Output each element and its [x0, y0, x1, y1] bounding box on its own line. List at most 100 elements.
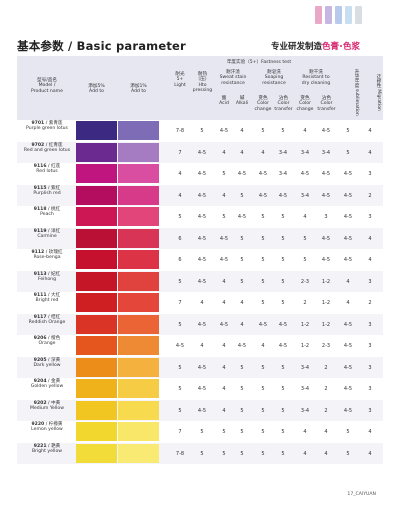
fastness-value: 4-5 — [197, 149, 207, 156]
fastness-value: 4-5 — [321, 192, 331, 199]
header-sublimation: 升华牢度 sublimation — [339, 68, 359, 116]
header-hto: 耐热 （压） Hto pressing — [192, 72, 213, 94]
product-name-cn: 深黄 — [51, 357, 61, 363]
table-header: 型号/品名 Model / Product name 添加5% Add to 添… — [17, 56, 383, 120]
product-code: 9118 / 桃红 — [33, 207, 61, 212]
fastness-value: 5 — [303, 257, 307, 263]
swatch-5-percent — [76, 314, 117, 334]
fastness-value: 4-5 — [321, 171, 331, 177]
product-code: 9202 / 中黄 — [33, 400, 61, 406]
fastness-value: 5 — [261, 214, 265, 220]
product-code-number: 9117 — [33, 314, 47, 320]
fastness-value: 4 — [222, 300, 226, 306]
header-soap-transfer-cn: 沾色 — [278, 96, 289, 101]
swatch-1-percent — [118, 142, 159, 162]
header-soap-cn: 耐皂洗 — [267, 70, 281, 75]
header-migration-cn: 迁移性 — [376, 73, 381, 88]
fastness-value: 4 — [222, 407, 226, 414]
product-name: 9221 / 艳黄 Bright yellow — [21, 444, 73, 455]
table-row: 9701 / 紫青莲 Purple green lotus 7-8 5 4-5 4 5 5 4 4… — [17, 120, 383, 142]
fastness-value: 4 — [303, 450, 307, 457]
header-dry-change: 变色 Color change — [295, 96, 315, 112]
product-name-en: Orange — [38, 341, 56, 347]
header-light: 耐光 5+ Light — [170, 72, 190, 88]
product-name-en: Bright yellow — [31, 448, 63, 454]
fastness-value: 4-5 — [343, 192, 353, 199]
fastness-value: 7 — [178, 149, 182, 156]
fastness-value: 5 — [240, 407, 244, 414]
swatch-1-percent — [118, 443, 159, 463]
fastness-value: 4 — [261, 149, 265, 156]
table-row: 9112 / 玫瑰红 Rose-benga 6 4-5 4-5 5 5 5 5 4-5 4-5 4 — [17, 249, 383, 271]
fastness-value: 4 — [222, 192, 226, 199]
fastness-value: 4-5 — [300, 171, 310, 177]
product-name: 9115 / 紫红 Purplish red — [21, 186, 73, 197]
fastness-value: 5 — [240, 278, 244, 285]
parameter-table: 型号/品名 Model / Product name 添加5% Add to 添… — [17, 56, 383, 464]
fastness-value: 2 — [368, 192, 372, 199]
product-code-number: 9119 — [33, 228, 47, 234]
fastness-value: 4 — [222, 343, 226, 349]
fastness-value: 4 — [178, 192, 182, 199]
table-row: 9111 / 大红 Bright red 7 4 4 4 5 5 2 1-2 4 2 — [17, 292, 383, 314]
product-code-number: 9112 — [31, 250, 45, 255]
product-code-number: 9220 — [31, 422, 45, 427]
fastness-value: 3-4 — [300, 192, 310, 199]
fastness-value: 5 — [346, 128, 350, 134]
fastness-value: 5 — [281, 257, 285, 263]
product-name-cn: 桔红 — [51, 314, 61, 320]
fastness-value: 4-5 — [197, 321, 207, 328]
product-code: 9221 / 艳黄 — [33, 443, 61, 449]
stripe — [315, 6, 322, 24]
fastness-value: 4-5 — [197, 407, 207, 414]
table-row: 9205 / 深黄 Dark yellow 5 4-5 4 5 5 5 3-4 2 4-5 3 — [17, 356, 383, 378]
swatch-5-percent — [76, 443, 117, 463]
fastness-value: 5 — [178, 321, 182, 328]
fastness-value: 5 — [281, 429, 285, 435]
page-footer: 17_CAIYUAN — [347, 492, 376, 497]
product-name-en: Red lotus — [36, 169, 58, 175]
header-alkali: 碱 Alkali — [233, 96, 251, 107]
header-hto-l2: （压） — [195, 77, 210, 83]
fastness-value: 4-5 — [197, 364, 207, 371]
swatch-1-percent — [118, 336, 159, 355]
header-soap-transfer: 沾色 Color transfer — [273, 96, 294, 112]
product-name-cn: 紫青莲 — [48, 121, 63, 126]
header-add1: 添加1% Add to — [118, 84, 159, 95]
fastness-value: 4 — [261, 343, 265, 349]
fastness-value: 5 — [261, 278, 265, 285]
header-alkali-en: Alkali — [235, 101, 249, 107]
fastness-value: 5 — [261, 235, 265, 242]
table-row: 9221 / 艳黄 Bright yellow 7-8 5 5 5 5 5 4 4 5 4 — [17, 442, 383, 464]
product-name-en: Rose-benga — [33, 255, 61, 261]
product-name-cn: 中黄 — [51, 400, 61, 406]
product-name: 9220 / 柠檬黄 Lemon yellow — [21, 422, 73, 433]
fastness-value: 4-5 — [278, 192, 288, 199]
fastness-value: 4-5 — [197, 171, 207, 177]
header-light-l2: 5+ — [176, 77, 184, 83]
swatch-1-percent — [118, 379, 159, 398]
fastness-value: 4 — [240, 321, 244, 328]
product-code-number: 9205 — [33, 357, 47, 363]
header-alkali-cn: 碱 — [239, 96, 245, 101]
fastness-value: 3 — [324, 214, 328, 220]
table-row: 9115 / 紫红 Purplish red 4 4-5 4 5 4-5 4-5 3-4 4-5 4… — [17, 184, 383, 206]
product-code: 9117 / 桔红 — [33, 314, 61, 320]
header-soap-en2: resistance — [262, 80, 286, 86]
swatch-1-percent — [118, 293, 159, 312]
product-name: 9117 / 桔红 Reddish Orange — [21, 315, 73, 326]
fastness-value: 4-5 — [197, 257, 207, 263]
fastness-value: 3 — [368, 407, 372, 414]
swatch-5-percent — [76, 250, 117, 269]
product-name-cn: 金黄 — [51, 379, 61, 384]
fastness-value: 4-5 — [219, 235, 229, 242]
fastness-value: 5 — [178, 386, 182, 392]
header-light-cn: 耐光 — [175, 72, 185, 77]
fastness-value: 4 — [368, 149, 372, 156]
fastness-value: 4-5 — [343, 364, 353, 371]
fastness-value: 5 — [281, 407, 285, 414]
header-acid-en: Acid — [219, 101, 229, 107]
swatch-1-percent — [118, 228, 159, 248]
fastness-value: 4 — [240, 149, 244, 156]
fastness-value: 7-8 — [175, 128, 185, 134]
